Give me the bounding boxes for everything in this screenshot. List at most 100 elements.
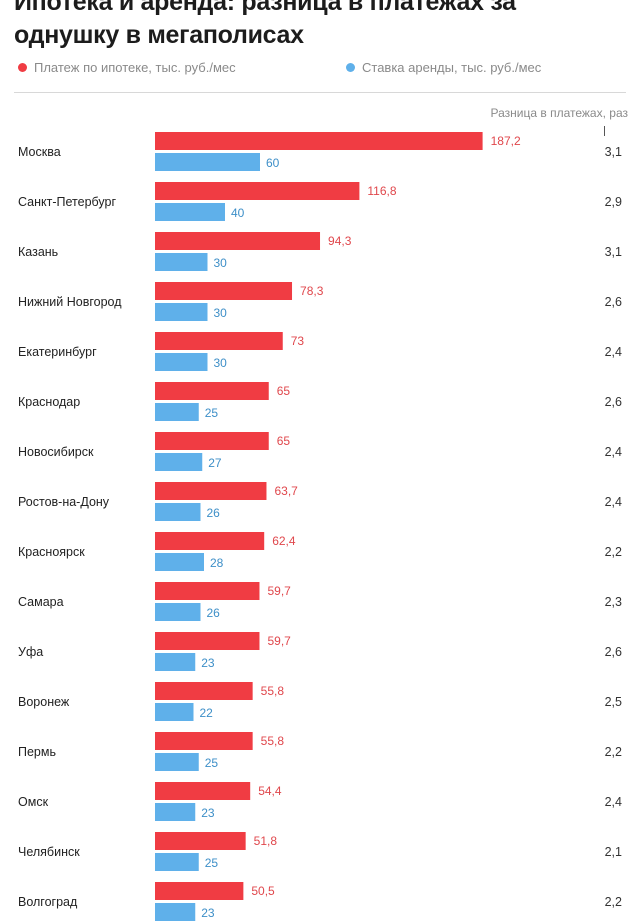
mortgage-bar (155, 432, 269, 450)
rent-value-label: 23 (201, 656, 215, 670)
difference-value: 2,4 (605, 345, 622, 359)
mortgage-value-label: 65 (277, 434, 291, 448)
mortgage-value-label: 65 (277, 384, 291, 398)
mortgage-value-label: 50,5 (251, 884, 275, 898)
city-label: Омск (18, 795, 49, 809)
rent-bar (155, 903, 196, 921)
rent-value-label: 23 (201, 906, 215, 920)
difference-value: 2,3 (605, 595, 622, 609)
city-label: Москва (18, 145, 61, 159)
rent-value-label: 30 (214, 256, 228, 270)
mortgage-value-label: 54,4 (258, 784, 282, 798)
rent-bar (155, 853, 199, 871)
difference-value: 2,4 (605, 445, 622, 459)
mortgage-bar (155, 282, 293, 300)
rent-bar (155, 753, 199, 771)
difference-value: 2,6 (605, 645, 622, 659)
rent-bar (155, 503, 201, 521)
difference-value: 2,1 (605, 845, 622, 859)
mortgage-value-label: 73 (291, 334, 305, 348)
rent-value-label: 60 (266, 156, 280, 170)
mortgage-value-label: 63,7 (274, 484, 298, 498)
rent-bar (155, 603, 201, 621)
mortgage-bar (155, 732, 253, 750)
header-divider (14, 92, 626, 93)
mortgage-value-label: 51,8 (254, 834, 278, 848)
rent-value-label: 27 (208, 456, 222, 470)
legend-item-mortgage: Платеж по ипотеке, тыс. руб./мес (18, 60, 236, 75)
city-label: Уфа (18, 645, 43, 659)
difference-value: 2,2 (605, 895, 622, 909)
rent-value-label: 26 (207, 506, 221, 520)
difference-value: 2,4 (605, 795, 622, 809)
rent-bar (155, 253, 208, 271)
mortgage-bar (155, 882, 244, 900)
city-label: Челябинск (18, 845, 80, 859)
rent-value-label: 22 (200, 706, 214, 720)
mortgage-bar (155, 582, 260, 600)
mortgage-bar (155, 782, 251, 800)
mortgage-bar (155, 682, 253, 700)
city-label: Нижний Новгород (18, 295, 122, 309)
city-label: Пермь (18, 745, 56, 759)
rent-bar (155, 303, 208, 321)
rent-bar (155, 653, 196, 671)
chart-title: Ипотека и аренда: разница в платежах за … (14, 0, 516, 49)
rent-bar (155, 153, 260, 171)
mortgage-bar (155, 832, 246, 850)
city-label: Красноярск (18, 545, 85, 559)
mortgage-value-label: 59,7 (267, 584, 291, 598)
mortgage-value-label: 94,3 (328, 234, 352, 248)
rent-value-label: 28 (210, 556, 224, 570)
mortgage-value-label: 78,3 (300, 284, 324, 298)
mortgage-bar (155, 532, 265, 550)
difference-value: 2,4 (605, 495, 622, 509)
rent-bar (155, 353, 208, 371)
city-label: Казань (18, 245, 58, 259)
rent-value-label: 30 (214, 356, 228, 370)
legend: Платеж по ипотеке, тыс. руб./мес Ставка … (14, 60, 634, 80)
rent-bar (155, 453, 203, 471)
rent-value-label: 23 (201, 806, 215, 820)
city-label: Волгоград (18, 895, 78, 909)
rent-bar (155, 203, 225, 221)
difference-value: 3,1 (605, 145, 622, 159)
city-label: Екатеринбург (18, 345, 97, 359)
city-label: Ростов-на-Дону (18, 495, 110, 509)
mortgage-value-label: 55,8 (261, 684, 285, 698)
city-label: Санкт-Петербург (18, 195, 116, 209)
rent-bar (155, 703, 194, 721)
mortgage-bar (155, 632, 260, 650)
rent-value-label: 30 (214, 306, 228, 320)
rent-bar (155, 553, 204, 571)
difference-value: 2,2 (605, 745, 622, 759)
rent-value-label: 25 (205, 856, 219, 870)
mortgage-bar (155, 482, 267, 500)
rent-bar (155, 803, 196, 821)
difference-value: 3,1 (605, 245, 622, 259)
difference-value: 2,6 (605, 395, 622, 409)
legend-item-rent: Ставка аренды, тыс. руб./мес (346, 60, 541, 75)
mortgage-value-label: 116,8 (367, 184, 396, 198)
city-label: Самара (18, 595, 64, 609)
rent-value-label: 25 (205, 756, 219, 770)
difference-value: 2,5 (605, 695, 622, 709)
legend-dot-mortgage (18, 63, 27, 72)
mortgage-bar (155, 382, 269, 400)
rent-bar (155, 403, 199, 421)
mortgage-bar (155, 182, 360, 200)
mortgage-bar (155, 132, 483, 150)
mortgage-bar (155, 332, 283, 350)
rent-value-label: 40 (231, 206, 245, 220)
mortgage-value-label: 187,2 (491, 134, 521, 148)
difference-column-tick (604, 126, 605, 136)
difference-value: 2,9 (605, 195, 622, 209)
legend-dot-rent (346, 63, 355, 72)
difference-value: 2,6 (605, 295, 622, 309)
difference-value: 2,2 (605, 545, 622, 559)
legend-label-mortgage: Платеж по ипотеке, тыс. руб./мес (34, 60, 236, 75)
mortgage-value-label: 55,8 (261, 734, 285, 748)
city-label: Воронеж (18, 695, 70, 709)
city-label: Новосибирск (18, 445, 94, 459)
